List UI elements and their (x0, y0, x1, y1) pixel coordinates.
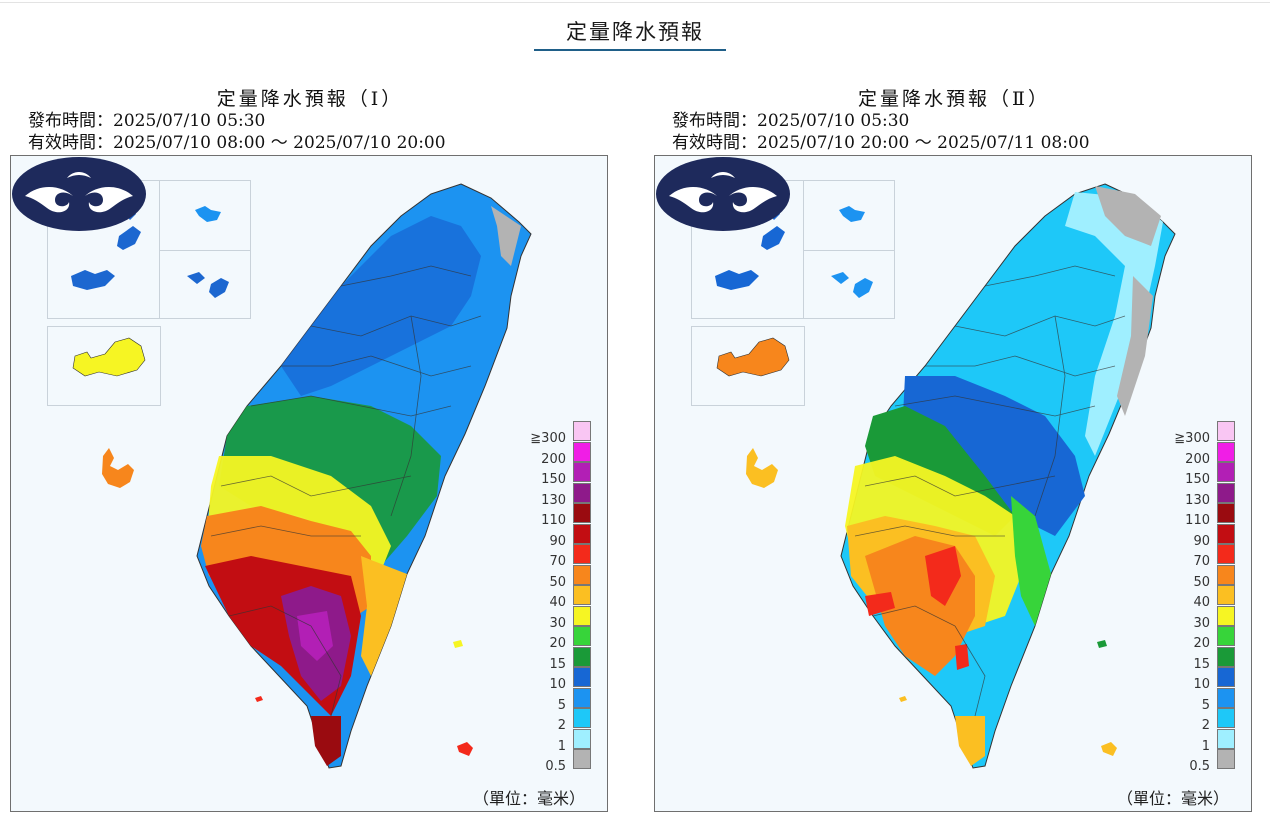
legend-swatch (1217, 482, 1235, 503)
legend-swatch (1217, 749, 1235, 769)
legend-label: 90 (549, 533, 566, 549)
legend-label: 70 (549, 554, 566, 569)
legend-label: 200 (541, 451, 566, 467)
title-underline (534, 49, 726, 51)
legend-label: 130 (1185, 492, 1210, 508)
legend-swatch (573, 462, 591, 482)
rainfall-map[interactable]: ≧300 200 150 130 110 90 70 50 40 30 20 15 10 5 2 1 0.5 （… (10, 155, 608, 812)
legend-label: 2 (1201, 718, 1210, 733)
legend-label: 150 (1185, 472, 1210, 487)
inset-matsu-east (159, 250, 251, 319)
legend-swatch (1217, 728, 1235, 749)
legend-swatch (573, 503, 591, 523)
rainfall-legend: ≧300 200 150 130 110 90 70 50 40 30 20 15 10 5 2 1 0.5 (1174, 421, 1248, 781)
legend-swatch (1217, 544, 1235, 564)
legend-swatch (573, 605, 591, 626)
legend-swatch (1217, 667, 1235, 687)
unit-label: （單位：毫米） (473, 789, 586, 808)
legend-swatch (1217, 564, 1235, 585)
legend-swatch (1217, 503, 1235, 523)
cwa-logo (12, 157, 146, 231)
legend-label: 20 (1193, 636, 1210, 651)
legend-label: 5 (1201, 697, 1210, 713)
forecast-panel-2: 定量降水預報（Ⅱ） 發布時間：2025/07/10 05:30 有效時間：202… (654, 82, 1254, 817)
issue-time: 發布時間：2025/07/10 05:30 (672, 111, 910, 131)
legend-label: 200 (1185, 451, 1210, 467)
valid-time: 有效時間：2025/07/10 20:00 ～ 2025/07/11 08:00 (672, 133, 1090, 153)
rainfall-legend: ≧300 200 150 130 110 90 70 50 40 30 20 15 10 5 2 1 0.5 (530, 421, 604, 781)
legend-swatch (573, 544, 591, 564)
unit-label: （單位：毫米） (1117, 789, 1230, 808)
page-title: 定量降水預報 (566, 20, 704, 44)
legend-label: 10 (1193, 677, 1210, 692)
legend-label: 2 (557, 718, 566, 733)
legend-label: 50 (1193, 574, 1210, 590)
legend-swatch (573, 421, 591, 441)
legend-label: 10 (549, 677, 566, 692)
forecast-panel-1: 定量降水預報（Ⅰ） 發布時間：2025/07/10 05:30 有效時間：202… (10, 82, 610, 817)
taiwan-rainfall-shading (71, 183, 532, 769)
legend-swatch (573, 646, 591, 667)
legend-label: 0.5 (545, 759, 566, 774)
legend-label: 5 (557, 697, 566, 713)
legend-label: 15 (549, 656, 566, 672)
legend-swatch (573, 667, 591, 687)
legend-label: 30 (549, 615, 566, 631)
legend-swatch (1217, 441, 1235, 462)
legend-label: 1 (557, 738, 566, 754)
legend-label: 110 (541, 513, 566, 528)
legend-swatch (573, 626, 591, 646)
taiwan-rainfall-shading (715, 183, 1176, 769)
legend-swatch (1217, 708, 1235, 728)
legend-label: 20 (549, 636, 566, 651)
panel-title: 定量降水預報（Ⅱ） (858, 88, 1050, 110)
panel-title: 定量降水預報（Ⅰ） (216, 88, 404, 110)
legend-label: 1 (1201, 738, 1210, 754)
legend-swatch (1217, 421, 1235, 441)
legend-swatch (573, 687, 591, 708)
legend-swatch (1217, 646, 1235, 667)
legend-label: 30 (1193, 615, 1210, 631)
issue-time: 發布時間：2025/07/10 05:30 (28, 111, 266, 131)
legend-swatch (1217, 523, 1235, 544)
rainfall-map[interactable]: ≧300 200 150 130 110 90 70 50 40 30 20 15 10 5 2 1 0.5 （… (654, 155, 1252, 812)
cwa-logo (656, 157, 790, 231)
top-divider (0, 2, 1270, 3)
legend-swatch (1217, 626, 1235, 646)
legend-label: 40 (549, 595, 566, 610)
legend-label: 90 (1193, 533, 1210, 549)
legend-swatch (573, 728, 591, 749)
legend-label: ≧300 (1174, 431, 1210, 446)
legend-label: 50 (549, 574, 566, 590)
inset-matsu-east (803, 250, 895, 319)
legend-label: ≧300 (530, 431, 566, 446)
legend-swatch (1217, 462, 1235, 482)
legend-swatch (1217, 585, 1235, 605)
legend-label: 15 (1193, 656, 1210, 672)
legend-swatch (573, 708, 591, 728)
legend-swatch (1217, 687, 1235, 708)
legend-swatch (573, 523, 591, 544)
legend-swatch (1217, 605, 1235, 626)
legend-label: 0.5 (1189, 759, 1210, 774)
legend-label: 150 (541, 472, 566, 487)
legend-swatch (573, 441, 591, 462)
legend-label: 70 (1193, 554, 1210, 569)
legend-label: 40 (1193, 595, 1210, 610)
legend-label: 110 (1185, 513, 1210, 528)
legend-swatch (573, 585, 591, 605)
legend-label: 130 (541, 492, 566, 508)
valid-time: 有效時間：2025/07/10 08:00 ～ 2025/07/10 20:00 (28, 133, 446, 153)
legend-swatch (573, 564, 591, 585)
legend-swatch (573, 482, 591, 503)
legend-swatch (573, 749, 591, 769)
